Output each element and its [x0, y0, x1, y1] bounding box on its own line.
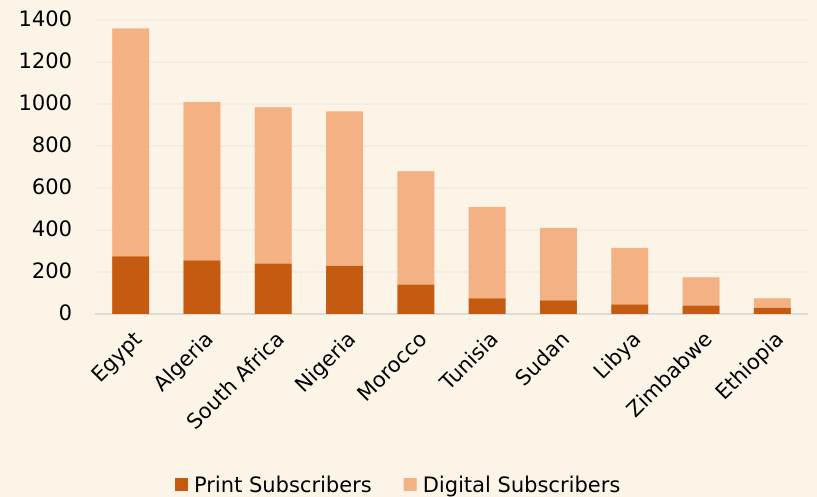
bar-segment [753, 298, 791, 308]
bar-segment [397, 171, 435, 285]
bar-segment [753, 307, 791, 314]
bar-segment [397, 284, 435, 314]
y-tick-label: 800 [32, 133, 72, 157]
legend-swatch [175, 478, 188, 491]
y-tick-label: 1000 [19, 91, 72, 115]
x-tick-label: Ethiopia [711, 327, 788, 404]
bar-segment [611, 304, 649, 314]
legend-label: Digital Subscribers [423, 473, 621, 497]
y-tick-label: 400 [32, 217, 72, 241]
x-tick-label: Sudan [510, 327, 574, 391]
bar-segment [254, 263, 292, 314]
legend-label: Print Subscribers [194, 473, 372, 497]
x-tick-label: Libya [589, 327, 646, 384]
bar-segment [326, 111, 364, 266]
bar-segment [326, 265, 364, 314]
x-tick-label: Egypt [87, 327, 147, 387]
y-tick-label: 200 [32, 259, 72, 283]
bar-segment [112, 28, 150, 257]
bar-segment [611, 247, 649, 305]
x-tick-label: Algeria [149, 327, 218, 396]
bar-segment [539, 227, 577, 301]
y-tick-label: 0 [59, 301, 72, 325]
x-tick-label: Morocco [352, 327, 431, 406]
bar-segment [682, 305, 720, 314]
bar-segment [539, 300, 577, 314]
y-tick-label: 600 [32, 175, 72, 199]
y-tick-label: 1200 [19, 49, 72, 73]
bar-segment [468, 206, 506, 299]
legend-swatch [403, 478, 417, 491]
bar-segment [682, 277, 720, 306]
bar-segment [112, 256, 150, 314]
bar-segment [183, 101, 221, 261]
y-tick-label: 1400 [19, 7, 72, 31]
bar-segment [183, 260, 221, 314]
bar-segment [254, 107, 292, 264]
bar-segment [468, 298, 506, 314]
x-tick-label: Nigeria [290, 327, 360, 397]
x-tick-label: Tunisia [435, 327, 503, 395]
